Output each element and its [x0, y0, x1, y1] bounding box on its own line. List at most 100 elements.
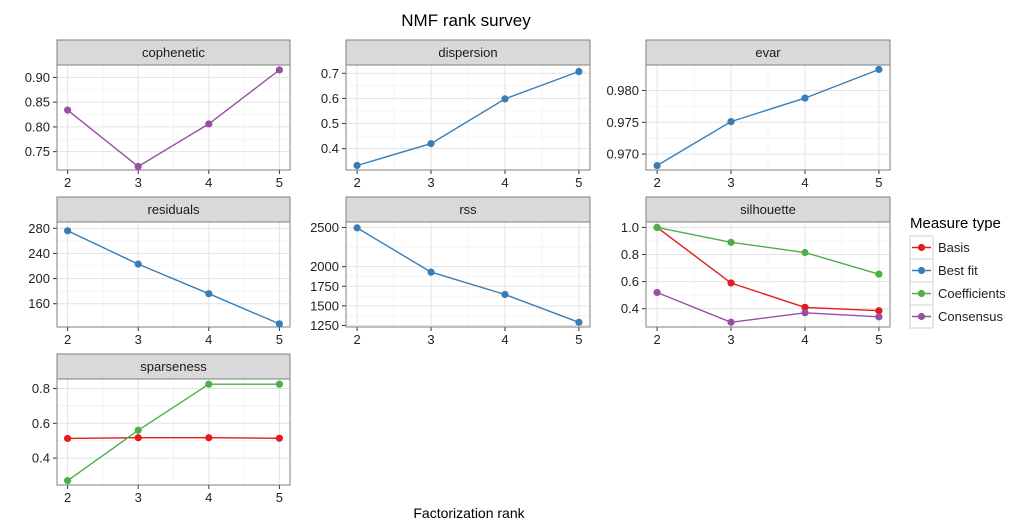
- legend-item: Coefficients: [909, 281, 1006, 306]
- panel-residuals: residuals 2 3 4 5 160 200 240 280: [28, 196, 291, 347]
- legend-label: Basis: [938, 240, 970, 255]
- series-line-best-fit: [656, 68, 880, 167]
- data-point-basis: [134, 434, 142, 442]
- data-point-best-fit: [501, 290, 509, 299]
- data-point-consensus: [727, 318, 735, 326]
- y-tick-label: 0.90: [25, 70, 50, 85]
- x-tick-label: 5: [276, 175, 283, 190]
- x-tick-label: 2: [653, 175, 660, 190]
- series-line-basis: [67, 437, 280, 440]
- y-tick-label: 0.970: [606, 147, 639, 162]
- x-tick-label: 4: [801, 175, 808, 190]
- data-point-best-fit: [727, 118, 735, 126]
- data-point-best-fit: [427, 268, 435, 276]
- data-point-coefficients: [63, 477, 72, 485]
- data-point-best-fit: [427, 140, 435, 148]
- data-point-coefficients: [653, 223, 661, 232]
- data-point-consensus: [134, 162, 142, 171]
- x-tick-label: 4: [501, 175, 508, 190]
- x-tick-label: 4: [205, 175, 212, 190]
- x-tick-label: 3: [427, 332, 434, 347]
- y-tick-label: 2000: [310, 259, 339, 274]
- data-point-best-fit: [134, 260, 142, 268]
- y-tick-label: 0.4: [621, 301, 639, 316]
- y-tick-label: 1.0: [621, 220, 639, 235]
- y-tick-label: 0.5: [321, 116, 339, 131]
- data-point-best-fit: [575, 318, 583, 326]
- x-tick-label: 3: [135, 332, 142, 347]
- y-tick-label: 0.8: [621, 247, 639, 262]
- y-tick-label: 1750: [310, 279, 339, 294]
- panel-border-evar: [645, 64, 891, 171]
- data-point-coefficients: [727, 238, 735, 246]
- x-tick-label: 4: [801, 332, 808, 347]
- data-point-coefficients: [275, 380, 284, 388]
- legend-label: Best fit: [938, 263, 978, 278]
- legend-items: Basis Best fit Coefficients Consensus: [909, 235, 1006, 329]
- panel-rss: rss 2 3 4 5 1250 1500 1750 2000 2500: [310, 196, 591, 347]
- y-tick-label: 1250: [310, 318, 339, 333]
- panel-border-residuals: [56, 221, 291, 328]
- data-point-coefficients: [801, 248, 809, 257]
- data-point-best-fit: [801, 94, 809, 102]
- data-point-consensus: [653, 288, 661, 297]
- data-point-best-fit: [875, 65, 883, 74]
- y-tick-label: 0.85: [25, 95, 50, 110]
- legend-item: Basis: [909, 235, 970, 260]
- series-line-coefficients: [67, 383, 280, 482]
- x-tick-label: 2: [64, 175, 71, 190]
- legend-key-point: [917, 243, 926, 252]
- legend-item: Best fit: [909, 258, 978, 283]
- y-tick-label: 280: [28, 221, 50, 236]
- data-point-coefficients: [875, 270, 883, 278]
- strip-label-residuals: residuals: [147, 202, 200, 217]
- panel-border-dispersion: [345, 64, 591, 171]
- data-point-consensus: [875, 313, 883, 321]
- y-tick-label: 0.4: [32, 451, 50, 466]
- y-tick-label: 2500: [310, 220, 339, 235]
- panel-border-cophenetic: [56, 64, 291, 171]
- data-point-basis: [875, 307, 883, 315]
- data-point-best-fit: [353, 161, 361, 170]
- data-point-best-fit: [63, 227, 72, 235]
- strip-label-silhouette: silhouette: [740, 202, 796, 217]
- data-point-basis: [275, 434, 284, 442]
- panel-sparseness: sparseness 2 3 4 5 0.4 0.6 0.8: [32, 353, 291, 505]
- y-tick-label: 240: [28, 246, 50, 261]
- legend-title: Measure type: [910, 215, 1001, 232]
- panel-border-rss: [345, 221, 591, 328]
- panel-cophenetic: cophenetic 2 3 4 5 0.75 0.80 0.85 0.90: [25, 39, 291, 190]
- x-tick-label: 2: [353, 175, 360, 190]
- legend-label: Coefficients: [938, 286, 1006, 301]
- panel-dispersion: dispersion 2 3 4 5 0.4 0.5 0.6 0.7: [321, 39, 591, 190]
- x-tick-label: 4: [501, 332, 508, 347]
- y-tick-label: 0.980: [606, 83, 639, 98]
- x-tick-label: 5: [875, 175, 882, 190]
- panel-border-silhouette: [645, 221, 891, 328]
- series-line-consensus: [67, 69, 280, 168]
- x-tick-label: 4: [205, 332, 212, 347]
- data-point-consensus: [801, 309, 809, 317]
- x-tick-label: 3: [727, 175, 734, 190]
- y-tick-label: 0.8: [32, 381, 50, 396]
- x-tick-label: 5: [575, 175, 582, 190]
- x-tick-label: 2: [64, 332, 71, 347]
- data-point-best-fit: [275, 320, 284, 328]
- data-point-best-fit: [501, 95, 509, 103]
- series-line-best-fit: [356, 70, 580, 167]
- x-tick-label: 2: [653, 332, 660, 347]
- y-tick-label: 200: [28, 271, 50, 286]
- data-point-best-fit: [205, 290, 213, 298]
- series-line-best-fit: [356, 227, 580, 323]
- x-tick-label: 5: [276, 490, 283, 505]
- x-tick-label: 5: [276, 332, 283, 347]
- x-tick-label: 4: [205, 490, 212, 505]
- data-point-consensus: [275, 66, 284, 74]
- legend-item: Consensus: [909, 304, 1004, 329]
- strip-label-cophenetic: cophenetic: [142, 45, 205, 60]
- strip-silhouette: [645, 196, 891, 223]
- y-tick-label: 160: [28, 296, 50, 311]
- strip-label-dispersion: dispersion: [438, 45, 497, 60]
